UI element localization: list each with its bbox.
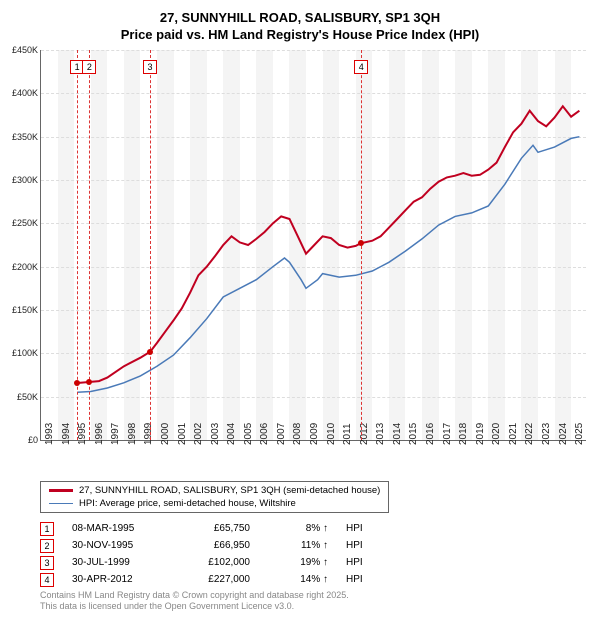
x-axis-label: 2020 <box>491 423 502 445</box>
x-axis-label: 2025 <box>574 423 585 445</box>
y-axis-label: £400K <box>12 88 38 98</box>
x-axis-label: 2021 <box>508 423 519 445</box>
sale-row: 330-JUL-1999£102,00019% ↑HPI <box>40 554 363 571</box>
x-axis-label: 2005 <box>243 423 254 445</box>
x-axis-label: 2010 <box>326 423 337 445</box>
plot-area: £0£50K£100K£150K£200K£250K£300K£350K£400… <box>40 50 586 441</box>
x-axis-label: 2000 <box>160 423 171 445</box>
sales-table: 108-MAR-1995£65,7508% ↑HPI230-NOV-1995£6… <box>40 520 363 588</box>
x-axis-label: 2011 <box>342 423 353 445</box>
x-axis-label: 2016 <box>425 423 436 445</box>
x-axis-label: 2008 <box>292 423 303 445</box>
x-axis-label: 1998 <box>127 423 138 445</box>
series-line <box>77 106 579 383</box>
legend-item: HPI: Average price, semi-detached house,… <box>49 497 380 510</box>
title-line2: Price paid vs. HM Land Registry's House … <box>0 27 600 44</box>
x-axis-label: 2007 <box>276 423 287 445</box>
x-axis-label: 2013 <box>375 423 386 445</box>
legend: 27, SUNNYHILL ROAD, SALISBURY, SP1 3QH (… <box>40 481 389 513</box>
x-axis-label: 2019 <box>475 423 486 445</box>
y-axis-label: £50K <box>17 392 38 402</box>
y-axis-label: £200K <box>12 262 38 272</box>
x-axis-label: 2018 <box>458 423 469 445</box>
sale-point-dot <box>86 379 92 385</box>
chart-title: 27, SUNNYHILL ROAD, SALISBURY, SP1 3QH P… <box>0 0 600 44</box>
x-axis-label: 1999 <box>143 423 154 445</box>
x-axis-label: 2023 <box>541 423 552 445</box>
y-axis-label: £250K <box>12 218 38 228</box>
sale-row: 430-APR-2012£227,00014% ↑HPI <box>40 571 363 588</box>
sale-row: 108-MAR-1995£65,7508% ↑HPI <box>40 520 363 537</box>
y-axis-label: £450K <box>12 45 38 55</box>
x-axis-label: 2009 <box>309 423 320 445</box>
y-axis-label: £350K <box>12 132 38 142</box>
sale-point-dot <box>74 380 80 386</box>
x-axis-label: 2001 <box>177 423 188 445</box>
y-axis-label: £0 <box>28 435 38 445</box>
sale-marker: 3 <box>143 60 157 74</box>
footer-line1: Contains HM Land Registry data © Crown c… <box>40 590 349 601</box>
sale-marker: 4 <box>354 60 368 74</box>
footer-attribution: Contains HM Land Registry data © Crown c… <box>40 590 349 612</box>
x-axis-label: 1997 <box>110 423 121 445</box>
x-axis-label: 2002 <box>193 423 204 445</box>
x-axis-label: 1995 <box>77 423 88 445</box>
legend-item: 27, SUNNYHILL ROAD, SALISBURY, SP1 3QH (… <box>49 484 380 497</box>
x-axis-label: 2003 <box>210 423 221 445</box>
x-axis-label: 1994 <box>61 423 72 445</box>
x-axis-label: 2015 <box>408 423 419 445</box>
chart-container: 27, SUNNYHILL ROAD, SALISBURY, SP1 3QH P… <box>0 0 600 620</box>
sale-point-dot <box>358 240 364 246</box>
y-axis-label: £100K <box>12 348 38 358</box>
sale-marker: 2 <box>82 60 96 74</box>
y-axis-label: £150K <box>12 305 38 315</box>
x-axis-label: 2022 <box>524 423 535 445</box>
sale-point-dot <box>147 349 153 355</box>
series-line <box>77 137 579 393</box>
x-axis-label: 1993 <box>44 423 55 445</box>
x-axis-label: 2004 <box>226 423 237 445</box>
title-line1: 27, SUNNYHILL ROAD, SALISBURY, SP1 3QH <box>0 10 600 27</box>
x-axis-label: 2006 <box>259 423 270 445</box>
line-svg <box>41 50 586 440</box>
footer-line2: This data is licensed under the Open Gov… <box>40 601 349 612</box>
x-axis-label: 2014 <box>392 423 403 445</box>
y-axis-label: £300K <box>12 175 38 185</box>
x-axis-label: 1996 <box>94 423 105 445</box>
x-axis-label: 2017 <box>442 423 453 445</box>
x-axis-label: 2024 <box>558 423 569 445</box>
sale-row: 230-NOV-1995£66,95011% ↑HPI <box>40 537 363 554</box>
